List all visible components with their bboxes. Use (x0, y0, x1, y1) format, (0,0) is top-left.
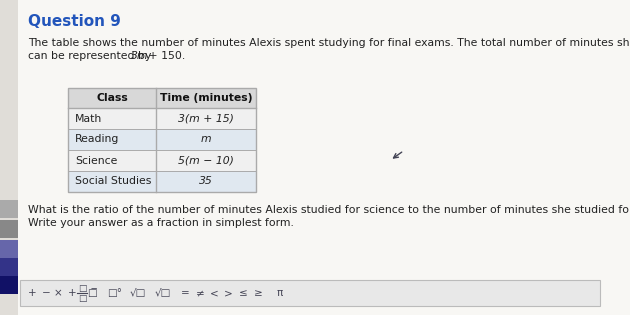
Text: Social Studies: Social Studies (75, 176, 151, 186)
Text: m: m (201, 135, 211, 145)
Text: 35: 35 (199, 176, 213, 186)
Text: =: = (181, 288, 190, 298)
Bar (68, 88, 256, 192)
Bar (0, 258, 18, 276)
Bar (0, 200, 18, 218)
Bar (0, 0, 18, 315)
Bar (68, 150, 256, 171)
Text: □: □ (77, 294, 86, 302)
Text: ≥: ≥ (254, 288, 262, 298)
Text: can be represented by: can be represented by (28, 51, 155, 61)
Text: ≠: ≠ (196, 288, 204, 298)
Text: Question 9: Question 9 (28, 14, 121, 29)
Text: What is the ratio of the number of minutes Alexis studied for science to the num: What is the ratio of the number of minut… (28, 205, 630, 215)
Text: Time (minutes): Time (minutes) (160, 93, 252, 103)
Text: 3(m + 15): 3(m + 15) (178, 113, 234, 123)
Bar (0, 276, 18, 294)
Text: Write your answer as a fraction in simplest form.: Write your answer as a fraction in simpl… (28, 218, 294, 228)
Bar (0, 220, 18, 238)
Text: +: + (67, 288, 76, 298)
Text: <: < (210, 288, 219, 298)
Text: + 150.: + 150. (145, 51, 185, 61)
Text: □°: □° (108, 288, 122, 298)
Text: 3m: 3m (131, 51, 149, 61)
Text: √□: √□ (155, 288, 171, 298)
Text: ≤: ≤ (239, 288, 248, 298)
Text: +: + (28, 288, 37, 298)
Text: Class: Class (96, 93, 128, 103)
Bar (68, 129, 256, 150)
Text: Science: Science (75, 156, 117, 165)
Text: Reading: Reading (75, 135, 119, 145)
Text: □̅: □̅ (87, 288, 97, 298)
Text: ×: × (54, 288, 62, 298)
Text: π: π (277, 288, 283, 298)
Text: √□: √□ (130, 288, 146, 298)
Text: Math: Math (75, 113, 102, 123)
Bar (68, 88, 256, 108)
Bar (68, 108, 256, 129)
Text: >: > (224, 288, 232, 298)
Text: 5(m − 10): 5(m − 10) (178, 156, 234, 165)
Text: −: − (42, 288, 50, 298)
Bar (68, 171, 256, 192)
Text: □: □ (77, 284, 86, 294)
Bar (20, 280, 600, 306)
Text: The table shows the number of minutes Alexis spent studying for final exams. The: The table shows the number of minutes Al… (28, 38, 630, 48)
Bar (0, 240, 18, 258)
